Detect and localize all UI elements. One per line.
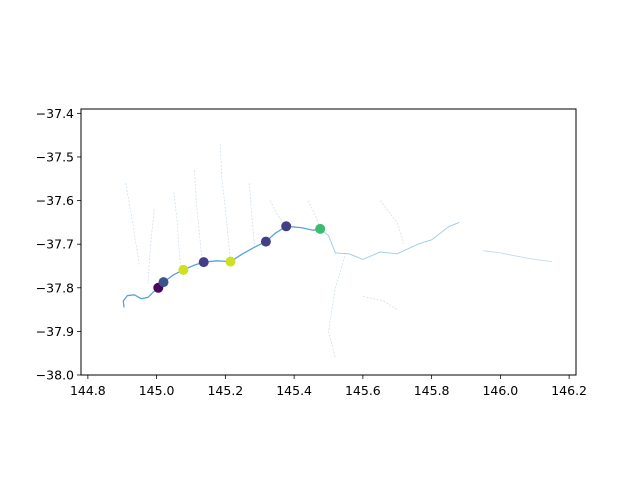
data-point-2 <box>178 264 189 275</box>
data-point-6 <box>281 221 292 232</box>
tributary-7 <box>328 252 347 358</box>
tributary-5 <box>269 200 286 227</box>
y-tick-label: −37.6 <box>36 193 74 208</box>
data-point-7 <box>315 223 326 234</box>
river-main-channel <box>122 225 321 308</box>
river-network <box>122 143 552 358</box>
y-tick-label: −37.5 <box>36 149 74 164</box>
x-tick-label: 145.4 <box>276 383 312 398</box>
y-tick-label: −38.0 <box>36 368 74 383</box>
y-tick-label: −37.7 <box>36 237 74 252</box>
x-axis: 144.8 145.0 145.2 145.4 145.6 145.8 146.0 146.2 <box>70 375 587 398</box>
y-axis: −37.4 −37.5 −37.6 −37.7 −37.8 −37.9 −38.0 <box>36 106 81 383</box>
x-tick-label: 145.6 <box>345 383 381 398</box>
plot-background <box>81 109 576 375</box>
tributary-2 <box>194 169 203 262</box>
x-tick-label: 145.8 <box>414 383 450 398</box>
data-point-3 <box>198 257 209 268</box>
data-point-1 <box>158 277 169 288</box>
x-tick-label: 146.0 <box>482 383 518 398</box>
tributary-0 <box>147 209 155 284</box>
y-tick-label: −37.4 <box>36 106 74 121</box>
point-layer <box>153 221 326 293</box>
tributary-4 <box>249 183 255 247</box>
x-tick-label: 145.0 <box>139 383 175 398</box>
data-point-5 <box>260 236 271 247</box>
river-far-reach <box>483 250 552 262</box>
y-tick-label: −37.9 <box>36 324 74 339</box>
x-tick-label: 146.2 <box>551 383 587 398</box>
river-upper-reach <box>319 221 460 260</box>
tributary-3 <box>219 143 231 261</box>
tributary-9 <box>362 296 398 310</box>
tributary-8 <box>379 200 405 245</box>
x-tick-label: 144.8 <box>70 383 106 398</box>
tributary-6 <box>307 200 321 229</box>
tributary-1 <box>173 191 182 270</box>
y-tick-label: −37.8 <box>36 280 74 295</box>
data-point-4 <box>225 256 236 267</box>
tributary-10 <box>125 183 140 267</box>
plot-frame <box>80 108 577 376</box>
x-tick-label: 145.2 <box>207 383 243 398</box>
